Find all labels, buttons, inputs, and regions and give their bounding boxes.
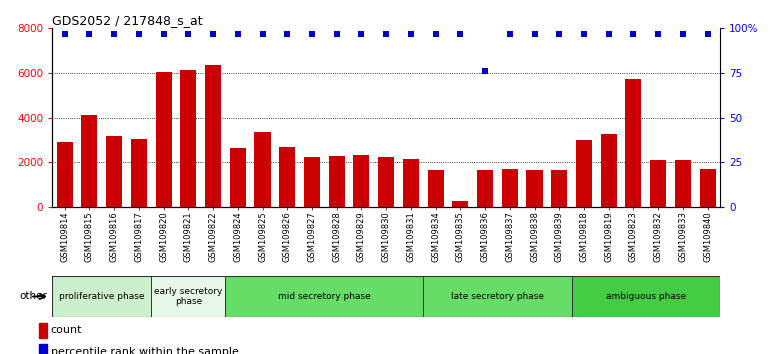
Bar [650,160,666,207]
Bar [576,140,592,207]
Bar [353,155,370,207]
Text: early secretory
phase: early secretory phase [154,287,223,306]
Point [628,31,640,36]
Bar [38,323,48,338]
Point [108,31,120,36]
Bar [452,201,468,207]
Point [652,31,665,36]
Text: ambiguous phase: ambiguous phase [606,292,686,301]
Bar [502,169,517,207]
Bar [205,65,221,207]
Bar [427,170,444,207]
Bar [57,142,72,207]
Text: late secretory phase: late secretory phase [451,292,544,301]
Bar [675,160,691,207]
Bar [571,276,720,317]
Bar [156,72,172,207]
Bar [151,276,226,317]
Bar [82,115,98,207]
Bar [180,70,196,207]
Text: mid secretory phase: mid secretory phase [278,292,370,301]
Bar [625,79,641,207]
Text: percentile rank within the sample: percentile rank within the sample [51,347,239,354]
Point [479,68,491,74]
Point [330,31,343,36]
Point [355,31,367,36]
Bar [106,136,122,207]
Point [83,31,95,36]
Bar [255,132,270,207]
Point [281,31,293,36]
Point [602,31,614,36]
Point [380,31,392,36]
Point [454,31,467,36]
Point [59,31,71,36]
Point [232,31,244,36]
Bar [52,276,151,317]
Point [553,31,565,36]
Text: count: count [51,325,82,335]
Point [701,31,714,36]
Point [504,31,516,36]
Bar [403,159,419,207]
Bar [329,156,345,207]
Bar [280,147,295,207]
Text: GDS2052 / 217848_s_at: GDS2052 / 217848_s_at [52,14,203,27]
Point [207,31,219,36]
Bar [378,157,394,207]
Bar [226,276,424,317]
Bar [527,170,543,207]
Bar [477,170,493,207]
Point [182,31,195,36]
Text: other: other [20,291,48,302]
Point [528,31,541,36]
Point [256,31,269,36]
Point [677,31,689,36]
Point [578,31,590,36]
Bar [131,139,147,207]
Point [132,31,145,36]
Point [430,31,442,36]
Point [157,31,169,36]
Bar [38,344,48,354]
Bar [304,158,320,207]
Point [306,31,318,36]
Bar [229,148,246,207]
Bar [700,169,715,207]
Point [405,31,417,36]
Text: proliferative phase: proliferative phase [59,292,145,301]
Bar [601,135,617,207]
Bar [551,170,567,207]
Bar [424,276,571,317]
